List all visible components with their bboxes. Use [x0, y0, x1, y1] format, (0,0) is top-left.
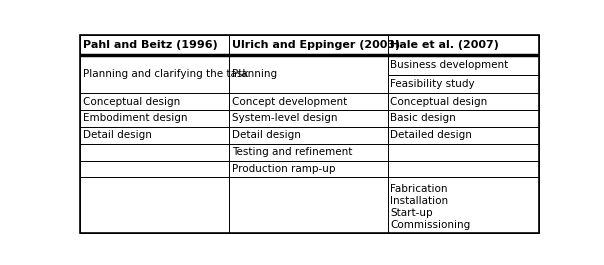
Text: Installation: Installation [390, 196, 448, 206]
Text: Ulrich and Eppinger (2003): Ulrich and Eppinger (2003) [231, 40, 400, 50]
Bar [230, 55, 388, 93]
Text: Conceptual design: Conceptual design [390, 97, 487, 107]
Bar [388, 177, 539, 233]
Bar [388, 161, 539, 177]
Bar [230, 177, 388, 233]
Text: Planning: Planning [231, 69, 277, 79]
Bar [80, 127, 230, 144]
Text: Production ramp-up: Production ramp-up [231, 164, 335, 174]
Text: Detail design: Detail design [83, 130, 152, 140]
Bar [230, 161, 388, 177]
Text: Fabrication: Fabrication [390, 184, 448, 193]
Text: Pahl and Beitz (1996): Pahl and Beitz (1996) [83, 40, 217, 50]
Bar [80, 35, 230, 55]
Text: Business development: Business development [390, 60, 508, 70]
Bar [388, 144, 539, 161]
Text: Testing and refinement: Testing and refinement [231, 147, 352, 157]
Text: System-level design: System-level design [231, 113, 337, 123]
Bar [80, 161, 230, 177]
Text: Feasibility study: Feasibility study [390, 79, 475, 89]
Text: Planning and clarifying the task: Planning and clarifying the task [83, 69, 248, 79]
Bar [80, 55, 230, 93]
Text: Detail design: Detail design [231, 130, 300, 140]
Bar [388, 110, 539, 127]
Bar [80, 110, 230, 127]
Bar [230, 93, 388, 110]
Bar [388, 76, 539, 93]
Bar [80, 93, 230, 110]
Bar [388, 127, 539, 144]
Text: Embodiment design: Embodiment design [83, 113, 187, 123]
Bar [80, 177, 230, 233]
Text: Conceptual design: Conceptual design [83, 97, 180, 107]
Bar [388, 55, 539, 76]
Text: Basic design: Basic design [390, 113, 455, 123]
Bar [230, 110, 388, 127]
Bar [230, 127, 388, 144]
Bar [388, 35, 539, 55]
Bar [230, 144, 388, 161]
Text: Commissioning: Commissioning [390, 220, 470, 231]
Text: Detailed design: Detailed design [390, 130, 472, 140]
Bar [80, 144, 230, 161]
Text: Start-up: Start-up [390, 208, 432, 218]
Text: Concept development: Concept development [231, 97, 347, 107]
Text: Hale et al. (2007): Hale et al. (2007) [390, 40, 499, 50]
Bar [388, 93, 539, 110]
Bar [230, 35, 388, 55]
